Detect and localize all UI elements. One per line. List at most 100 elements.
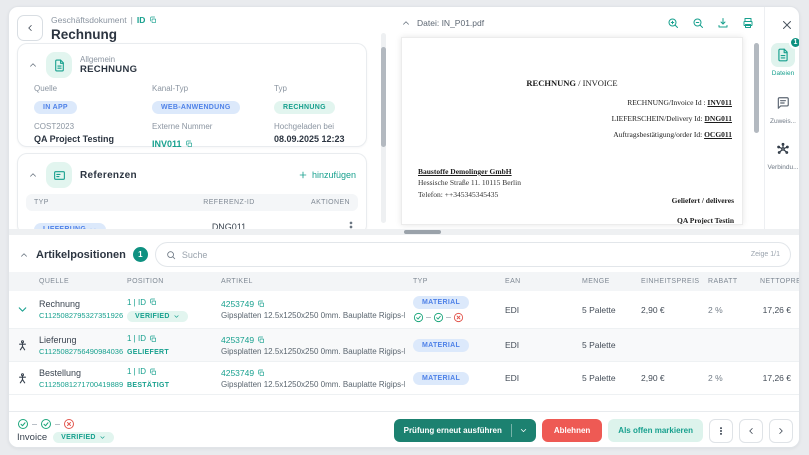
- kanal-typ-badge: WEB-ANWENDUNG: [152, 101, 240, 114]
- previous-document-button[interactable]: [739, 418, 763, 443]
- rail-label-verbindungen: Verbindu...: [767, 164, 799, 171]
- row-status-dropdown[interactable]: VERIFIED: [127, 310, 188, 322]
- file-icon: [778, 48, 788, 62]
- row-rabatt: [704, 328, 756, 362]
- document-id-link[interactable]: ID: [136, 15, 146, 25]
- externe-nummer-link[interactable]: INV011: [152, 139, 193, 149]
- row-artikel-link[interactable]: 4253749: [221, 368, 405, 378]
- chevron-down-icon[interactable]: [519, 426, 528, 435]
- row-position-link[interactable]: 1 | ID: [127, 334, 213, 343]
- row-artikel-link[interactable]: 4253749: [221, 299, 405, 309]
- invoice-status-dropdown[interactable]: VERIFIED: [53, 432, 114, 443]
- row-source-type: Rechnung: [39, 299, 81, 309]
- items-count-badge: 1: [132, 247, 148, 262]
- search-input[interactable]: [181, 249, 745, 260]
- row-ean: EDI: [501, 328, 578, 362]
- row-source-id-link[interactable]: C1125082756490984036: [39, 347, 123, 356]
- horizontal-scrollbar[interactable]: [9, 229, 799, 235]
- pdf-delivery-id-line: LIEFERSCHEIN/Delivery Id: DNG011: [612, 114, 732, 123]
- col-artikel: ARTIKEL: [217, 272, 409, 291]
- quelle-badge: IN APP: [34, 101, 77, 114]
- copy-icon[interactable]: [257, 300, 265, 308]
- row-position-link[interactable]: 1 | ID: [127, 298, 213, 307]
- row-menge: 5 Palette: [578, 291, 637, 329]
- left-panel-scrollbar[interactable]: [381, 33, 386, 223]
- search-icon: [167, 250, 176, 259]
- page-indicator: Zeige 1/1: [750, 251, 780, 258]
- pdf-order-id-line: Auftragsbestätigung/order Id: OCG011: [613, 130, 732, 139]
- row-ean: EDI: [501, 291, 578, 329]
- items-table-header: QUELLE POSITION ARTIKEL TYP EAN MENGE EI…: [9, 272, 799, 291]
- pdf-panel-scrollbar[interactable]: [754, 33, 759, 223]
- row-artikel-desc: Gipsplatten 12.5x1250x250 0mm. Bauplatte…: [221, 346, 405, 356]
- row-source-id-link[interactable]: C1125081271700419889: [39, 380, 123, 389]
- item-row-lieferung: Lieferung C1125082756490984036 1 | ID GE…: [9, 328, 799, 362]
- row-source-id: C1125082795327351926: [39, 311, 124, 320]
- pdf-title-rest: / INVOICE: [576, 78, 618, 88]
- download-icon[interactable]: [717, 17, 729, 29]
- row-nettopreis: [756, 328, 799, 362]
- col-menge: MENGE: [578, 272, 637, 291]
- col-typ: TYP: [409, 272, 501, 291]
- row-status: GELIEFERT: [127, 349, 169, 356]
- row-artikel-nr: 4253749: [221, 334, 255, 345]
- row-position: 1 | ID: [127, 297, 146, 307]
- pdf-invoice-label: RECHNUNG/Invoice Id :: [627, 98, 708, 107]
- collapse-icon[interactable]: [28, 60, 38, 70]
- copy-icon[interactable]: [149, 335, 157, 343]
- collapse-icon[interactable]: [19, 250, 29, 260]
- row-rabatt: 2 %: [704, 361, 756, 395]
- pdf-document-title: RECHNUNG / INVOICE: [402, 78, 742, 88]
- row-source-id: C1125081271700419889: [39, 379, 124, 389]
- col-nettopreis: NETTOPREIS: [756, 272, 799, 291]
- x-circle-icon: [453, 312, 464, 323]
- rail-tab-dateien[interactable]: 1 Dateien: [765, 36, 799, 77]
- copy-icon[interactable]: [149, 368, 157, 376]
- pdf-company-phone: Telefon: ++345345345435: [418, 189, 499, 199]
- more-actions-button[interactable]: [709, 418, 733, 443]
- col-referenz-id: REFERENZ-ID: [203, 199, 255, 206]
- chevron-left-icon: [28, 25, 32, 31]
- copy-icon[interactable]: [257, 369, 265, 377]
- collapse-icon[interactable]: [28, 170, 38, 180]
- col-aktionen: AKTIONEN: [311, 199, 350, 206]
- rail-tab-zuweisungen[interactable]: Zuweis...: [765, 91, 799, 125]
- reference-id-value: DNG011: [211, 222, 247, 233]
- externe-nummer-value: INV011: [152, 139, 182, 149]
- rail-tab-verbindungen[interactable]: Verbindu...: [765, 137, 799, 171]
- row-nettopreis: 17,26 €: [756, 291, 799, 329]
- row-status: BESTÄTIGT: [127, 382, 170, 389]
- expand-row-icon[interactable]: [16, 303, 29, 316]
- copy-icon[interactable]: [149, 16, 157, 24]
- print-icon[interactable]: [742, 17, 754, 29]
- next-document-button[interactable]: [769, 418, 793, 443]
- pdf-delivery-label: LIEFERSCHEIN/Delivery Id:: [611, 114, 705, 123]
- rerun-check-button[interactable]: Prüfung erneut ausführen: [393, 419, 536, 442]
- pdf-company-name: Baustoffe Demolinger GmbH: [418, 167, 512, 176]
- pdf-sender-block: Baustoffe Demolinger GmbH Hessische Stra…: [418, 166, 521, 200]
- copy-icon[interactable]: [185, 140, 193, 148]
- row-nettopreis: 17,26 €: [756, 361, 799, 395]
- copy-icon[interactable]: [257, 336, 265, 344]
- row-position-link[interactable]: 1 | ID: [127, 367, 213, 376]
- typ-badge: RECHNUNG: [274, 101, 335, 114]
- row-source-id-link[interactable]: C1125082795327351926: [39, 311, 123, 320]
- mark-open-button[interactable]: Als offen markieren: [608, 419, 703, 442]
- back-button[interactable]: [17, 15, 43, 41]
- collapse-icon[interactable]: [401, 18, 411, 28]
- zoom-out-icon[interactable]: [692, 17, 704, 29]
- copy-icon[interactable]: [149, 298, 157, 306]
- add-reference-button[interactable]: hinzufügen: [298, 170, 356, 180]
- close-icon[interactable]: [781, 19, 793, 31]
- invoice-label: Invoice: [17, 432, 48, 443]
- pdf-company-address: Hessische Straße 11. 10115 Berlin: [418, 178, 521, 188]
- row-artikel-link[interactable]: 4253749: [221, 335, 405, 345]
- artikelpositionen-section: Artikelpositionen 1 Zeige 1/1 QUELLE POS…: [9, 235, 799, 411]
- reject-button[interactable]: Ablehnen: [541, 419, 603, 442]
- kebab-icon: [720, 426, 723, 435]
- chevron-down-icon: [100, 436, 105, 439]
- col-typ: TYP: [34, 199, 49, 206]
- zoom-in-icon[interactable]: [667, 17, 679, 29]
- row-artikel-desc: Gipsplatten 12.5x1250x250 0mm. Bauplatte…: [221, 379, 405, 389]
